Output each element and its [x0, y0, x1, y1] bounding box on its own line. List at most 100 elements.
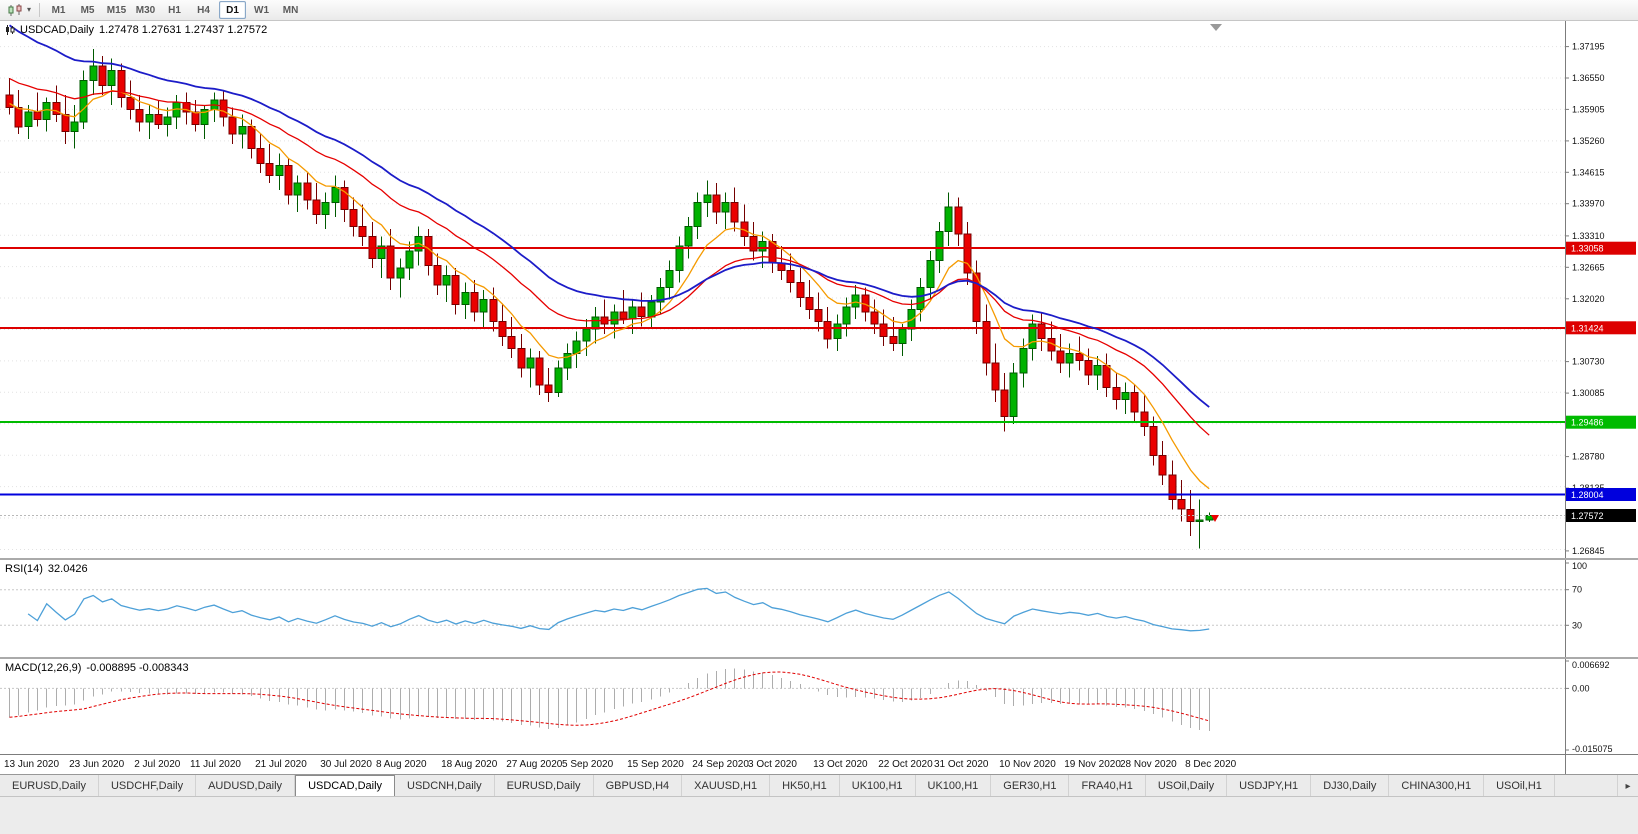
timeframe-button-w1[interactable]: W1 — [254, 4, 270, 16]
chart-tab-fra40-h1[interactable]: FRA40,H1 — [1069, 775, 1146, 797]
time-axis-label: 31 Oct 2020 — [934, 759, 989, 770]
chart-tabs-container: EURUSD,Daily USDCHF,Daily AUDUSD,Daily USDC… — [0, 775, 1617, 797]
svg-text:100: 100 — [1572, 561, 1587, 571]
macd-canvas[interactable]: 0.006692 0.00 -0.015075 — [0, 659, 1638, 754]
chart-tab-ger30-h1[interactable]: GER30,H1 — [991, 775, 1070, 797]
svg-text:1.28780: 1.28780 — [1572, 452, 1605, 462]
chart-tab-usdchf-daily[interactable]: USDCHF,Daily — [99, 775, 197, 797]
timeframe-button-d1[interactable]: D1 — [219, 1, 247, 19]
price-level-badge-1.29486: 1.29486 — [1566, 415, 1636, 429]
chart-tab-usdcad-daily[interactable]: USDCAD,Daily — [295, 775, 396, 797]
timeframe-button-h1[interactable]: H1 — [168, 4, 181, 16]
svg-text:1.34615: 1.34615 — [1572, 167, 1605, 177]
svg-text:1.36550: 1.36550 — [1572, 73, 1605, 83]
svg-text:70: 70 — [1572, 585, 1582, 595]
chart-tab-eurusd-daily[interactable]: EURUSD,Daily — [0, 775, 99, 797]
svg-text:1.29486: 1.29486 — [1571, 418, 1604, 428]
timeframe-button-m30[interactable]: M30 — [135, 4, 156, 16]
rsi-canvas[interactable]: 100 70 30 — [0, 560, 1638, 657]
chart-tab-usoil-h1[interactable]: USOil,H1 — [1484, 775, 1555, 797]
time-axis-label: 23 Jun 2020 — [69, 759, 125, 770]
time-axis[interactable]: 13 Jun 2020 23 Jun 2020 2 Jul 2020 11 Jul 2… — [0, 754, 1638, 775]
time-axis-label: 13 Oct 2020 — [813, 759, 868, 770]
svg-text:1.32665: 1.32665 — [1572, 262, 1605, 272]
svg-text:0.00: 0.00 — [1572, 683, 1590, 693]
time-axis-label: 5 Sep 2020 — [562, 759, 614, 770]
macd-value: -0.008895 -0.008343 — [86, 662, 189, 674]
chart-tab-hk50-h1[interactable]: HK50,H1 — [770, 775, 840, 797]
macd-indicator-panel: 0.006692 0.00 -0.015075 MACD(12,26,9) -0.0… — [0, 659, 1638, 754]
price-chart-panel: 1.37195 1.36550 1.35905 1.35260 1.34615 1.339… — [0, 21, 1638, 558]
chart-tab-usoil-daily[interactable]: USOil,Daily — [1146, 775, 1228, 797]
svg-text:1.33058: 1.33058 — [1571, 244, 1604, 254]
timeframe-button-h4[interactable]: H4 — [197, 4, 210, 16]
timeframe-button-m1[interactable]: M1 — [51, 4, 66, 16]
current-price-badge: 1.27572 — [1566, 509, 1636, 522]
svg-text:1.33970: 1.33970 — [1572, 199, 1605, 209]
chart-shift-marker[interactable] — [1210, 24, 1222, 31]
svg-text:1.31424: 1.31424 — [1571, 323, 1604, 333]
chart-tab-gbpusd-h4[interactable]: GBPUSD,H4 — [594, 775, 683, 797]
candlestick-series — [5, 48, 1214, 549]
price-chart-canvas[interactable]: 1.37195 1.36550 1.35905 1.35260 1.34615 1.339… — [0, 21, 1638, 558]
status-strip — [0, 796, 1638, 834]
macd-axis-labels: 0.006692 0.00 -0.015075 — [1565, 660, 1613, 754]
chart-tab-uk100-h1[interactable]: UK100,H1 — [840, 775, 916, 797]
macd-signal-line — [9, 671, 1210, 726]
time-axis-label: 24 Sep 2020 — [692, 759, 749, 770]
svg-text:-0.015075: -0.015075 — [1572, 744, 1613, 754]
sell-arrow-marker[interactable] — [1211, 515, 1219, 522]
chart-tabs-bar: EURUSD,Daily USDCHF,Daily AUDUSD,Daily USDC… — [0, 774, 1638, 797]
time-axis-label: 28 Nov 2020 — [1120, 759, 1177, 770]
price-axis-labels: 1.37195 1.36550 1.35905 1.35260 1.34615 1.339… — [1565, 42, 1605, 556]
chart-symbol-period: USDCAD,Daily — [20, 24, 94, 36]
macd-title: MACD(12,26,9) -0.008895 -0.008343 — [5, 662, 189, 674]
time-axis-label: 13 Jun 2020 — [4, 759, 60, 770]
time-axis-label: 15 Sep 2020 — [627, 759, 684, 770]
chart-tab-dj30-daily[interactable]: DJ30,Daily — [1311, 775, 1390, 797]
time-axis-label: 27 Aug 2020 — [506, 759, 563, 770]
chart-title: USDCAD,Daily 1.27478 1.27631 1.27437 1.2… — [5, 24, 267, 36]
rsi-line — [27, 587, 1210, 632]
tab-scroll-right-button[interactable]: ▸ — [1617, 775, 1638, 797]
toolbar-separator — [39, 3, 41, 17]
rsi-value: 32.0426 — [47, 563, 88, 575]
timeframe-button-m15[interactable]: M15 — [106, 4, 127, 16]
moving-average-8 — [9, 89, 1210, 490]
moving-average-30 — [8, 24, 1210, 408]
svg-text:1.27572: 1.27572 — [1571, 511, 1604, 521]
macd-label: MACD(12,26,9) — [5, 662, 82, 674]
timeframe-button-mn[interactable]: MN — [282, 4, 299, 16]
time-axis-label: 8 Dec 2020 — [1185, 759, 1237, 770]
chart-type-icon — [8, 3, 22, 16]
axis-corner-line — [1565, 755, 1566, 775]
svg-text:1.32020: 1.32020 — [1572, 294, 1605, 304]
time-axis-label: 10 Nov 2020 — [999, 759, 1056, 770]
svg-text:1.30730: 1.30730 — [1572, 357, 1605, 367]
chart-tab-eurusd-daily[interactable]: EURUSD,Daily — [495, 775, 594, 797]
chart-menu-button[interactable]: ▾ — [3, 2, 35, 19]
svg-text:1.28004: 1.28004 — [1571, 490, 1604, 500]
timeframe-toolbar-buttons: M1 M5 M15 M30 H1 H4 D1 W1 MN — [44, 1, 305, 19]
chart-window-icon — [6, 25, 15, 35]
time-axis-label: 2 Jul 2020 — [134, 759, 181, 770]
macd-histogram — [9, 668, 1210, 731]
time-axis-label: 30 Jul 2020 — [320, 759, 372, 770]
rsi-label: RSI(14) — [5, 563, 43, 575]
rsi-indicator-panel: 100 70 30 RSI(14) 32.0426 — [0, 560, 1638, 657]
chart-tab-audusd-daily[interactable]: AUDUSD,Daily — [196, 775, 296, 797]
time-axis-label: 18 Aug 2020 — [441, 759, 498, 770]
rsi-axis-labels: 100 70 30 — [1565, 561, 1587, 630]
chart-tab-usdjpy-h1[interactable]: USDJPY,H1 — [1227, 775, 1312, 797]
chart-tab-xauusd-h1[interactable]: XAUUSD,H1 — [682, 775, 771, 797]
time-axis-label: 22 Oct 2020 — [878, 759, 933, 770]
chart-ohlc-values: 1.27478 1.27631 1.27437 1.27572 — [98, 24, 268, 36]
time-axis-label: 21 Jul 2020 — [255, 759, 307, 770]
chart-tab-usdcnh-daily[interactable]: USDCNH,Daily — [395, 775, 495, 797]
timeframe-button-m5[interactable]: M5 — [80, 4, 95, 16]
svg-text:0.006692: 0.006692 — [1572, 660, 1610, 670]
price-level-badge-1.28004: 1.28004 — [1566, 488, 1636, 501]
chart-tab-uk100-h1[interactable]: UK100,H1 — [916, 775, 992, 797]
chart-tab-china300-h1[interactable]: CHINA300,H1 — [1389, 775, 1485, 797]
